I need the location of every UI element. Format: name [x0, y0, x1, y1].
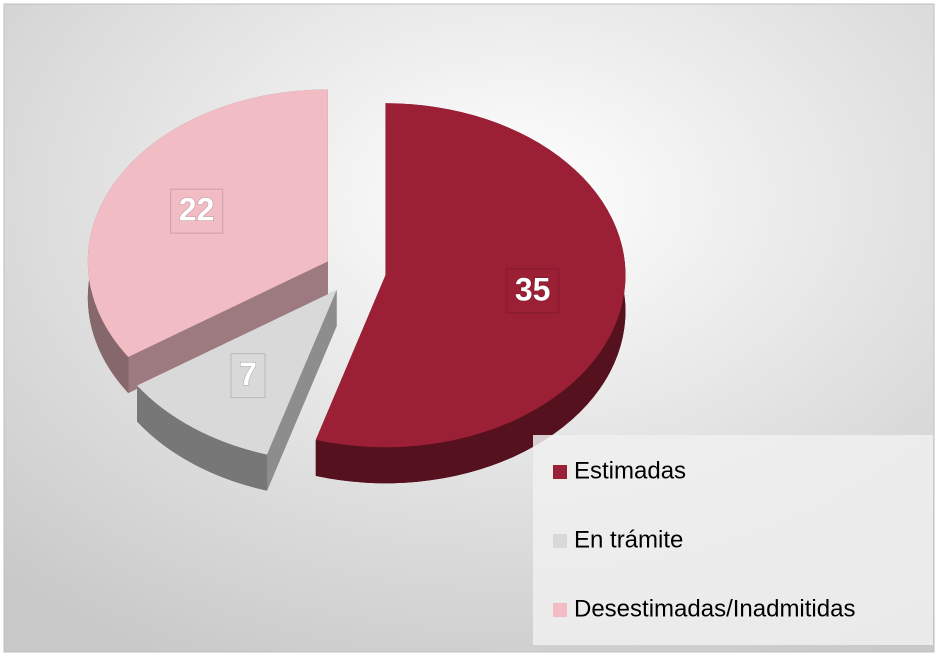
legend-label: Estimadas	[574, 457, 686, 484]
legend-swatch	[553, 603, 567, 617]
data-label: 35	[515, 271, 551, 307]
data-label: 7	[239, 356, 257, 392]
legend-entries: Estimadas En trámite Desestimadas/Inadmiti…	[553, 457, 855, 622]
legend	[533, 435, 933, 645]
legend-swatch	[553, 534, 567, 548]
slice	[315, 103, 626, 448]
slice-side	[137, 385, 267, 491]
data-labels: 35 7 22	[170, 188, 560, 399]
data-label-box	[230, 353, 266, 399]
slice-edge	[266, 289, 337, 491]
legend-swatch	[553, 465, 567, 479]
legend-label: Desestimadas/Inadmitidas	[574, 595, 855, 622]
data-label-box	[170, 188, 224, 234]
data-label: 22	[179, 192, 215, 228]
data-label-box	[506, 268, 560, 314]
slice-side	[315, 103, 626, 484]
legend-label: En trámite	[574, 526, 683, 553]
slice-edge	[128, 261, 328, 393]
